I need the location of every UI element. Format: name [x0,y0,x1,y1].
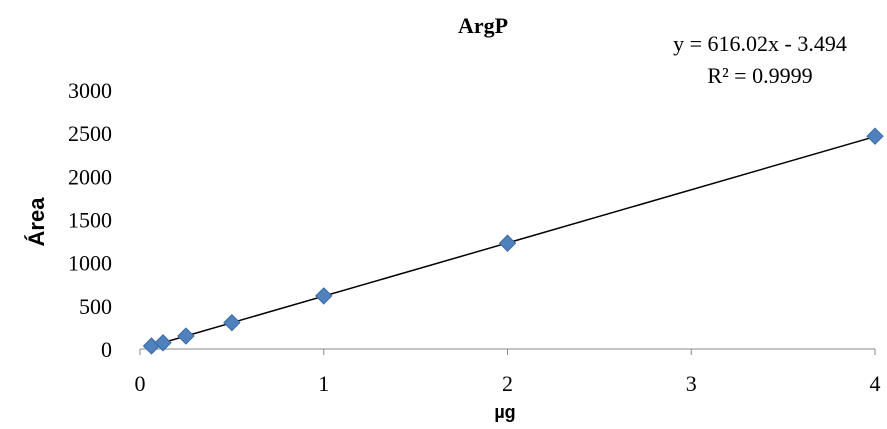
data-point [498,234,517,252]
y-tick-label: 500 [79,294,112,319]
x-tick-label: 4 [870,371,881,396]
y-tick-label: 0 [101,337,112,362]
trendline-r-squared: R² = 0.9999 [707,63,812,88]
x-tick-label: 0 [135,371,146,396]
data-point [223,313,241,332]
x-tick-label: 1 [318,371,329,396]
y-tick-label: 2000 [68,164,112,189]
x-tick-label: 3 [686,371,697,396]
x-tick-label: 2 [502,371,513,396]
chart-title: ArgP [458,13,508,38]
trendline-equation: y = 616.02x - 3.494 [673,31,847,56]
x-axis-title: µg [494,402,515,422]
data-point [315,287,333,305]
data-point [866,127,884,145]
y-tick-label: 2500 [68,121,112,146]
data-point [177,327,195,345]
data-point [154,334,172,352]
y-tick-label: 1000 [68,251,112,276]
y-axis-title: Área [24,197,49,247]
y-tick-label: 3000 [68,78,112,103]
y-tick-label: 1500 [68,208,112,233]
plot-area: 0 1 2 3 4 0 500 1000 1500 2000 2500 3000 [68,78,884,396]
